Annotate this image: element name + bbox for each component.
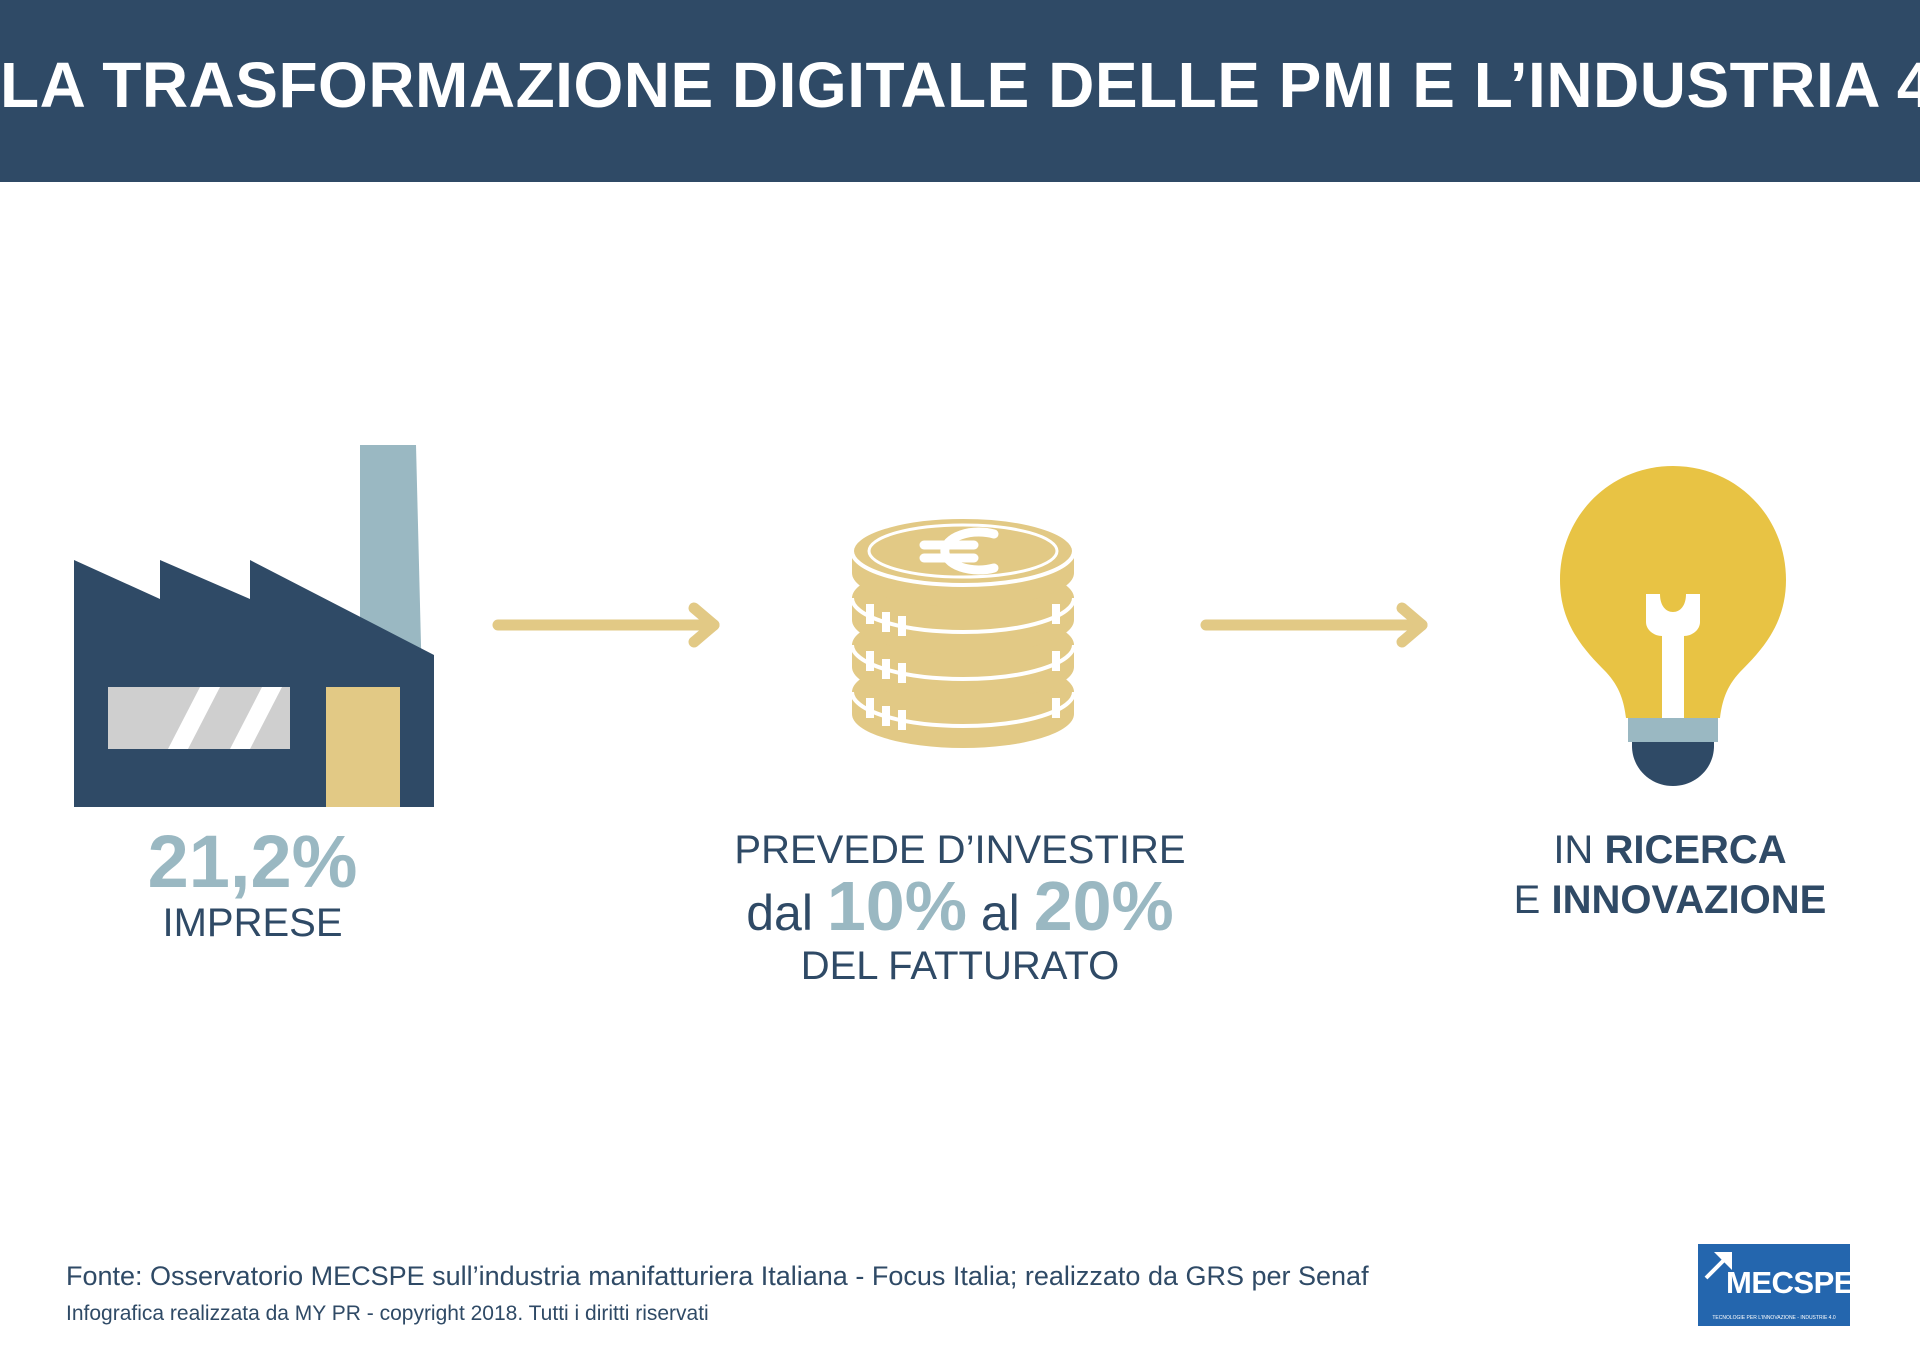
investment-range: dal 10% al 20% — [680, 870, 1240, 942]
stat-label: IMPRESE — [162, 901, 343, 945]
area-prefix: E — [1513, 878, 1541, 922]
arrow-right-icon — [1200, 602, 1428, 648]
range-value-from: 10% — [826, 867, 967, 945]
euro-sign-icon — [919, 527, 999, 575]
range-word-from: dal — [746, 885, 813, 941]
arrow-right-icon — [492, 602, 720, 648]
investment-subject: DEL FATTURATO — [800, 944, 1120, 988]
area-innovation: INNOVAZIONE — [1551, 878, 1827, 922]
copyright-note: Infografica realizzata da MY PR - copyri… — [66, 1302, 709, 1325]
factory-icon — [74, 445, 434, 807]
logo-name: MECSPE — [1726, 1265, 1854, 1300]
euro-coins-icon — [850, 515, 1076, 748]
range-value-to: 20% — [1033, 867, 1174, 945]
area-research: RICERCA — [1604, 828, 1787, 872]
logo-tagline: TECNOLOGIE PER L’INNOVAZIONE - INDUSTRIE… — [1712, 1315, 1836, 1321]
mecspe-logo: MECSPE TECNOLOGIE PER L’INNOVAZIONE - IN… — [1698, 1244, 1854, 1326]
lightbulb-icon — [1560, 466, 1786, 786]
page-title: LA TRASFORMAZIONE DIGITALE DELLE PMI E L… — [0, 49, 1920, 121]
arrow-up-right-icon — [1704, 1252, 1732, 1280]
area-line-2: E INNOVAZIONE — [1460, 876, 1880, 924]
range-word-to: al — [980, 885, 1020, 941]
source-note: Fonte: Osservatorio MECSPE sull’industri… — [66, 1261, 1369, 1291]
area-prefix: IN — [1553, 828, 1594, 872]
header-banner: LA TRASFORMAZIONE DIGITALE DELLE PMI E L… — [0, 0, 1920, 182]
area-line-1: IN RICERCA — [1460, 826, 1880, 874]
investment-heading: PREVEDE D’INVESTIRE — [734, 828, 1186, 872]
stat-percentage: 21,2% — [147, 820, 358, 903]
